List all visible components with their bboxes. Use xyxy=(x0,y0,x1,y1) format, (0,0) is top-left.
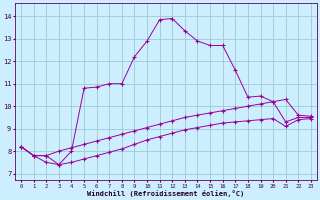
X-axis label: Windchill (Refroidissement éolien,°C): Windchill (Refroidissement éolien,°C) xyxy=(87,190,244,197)
